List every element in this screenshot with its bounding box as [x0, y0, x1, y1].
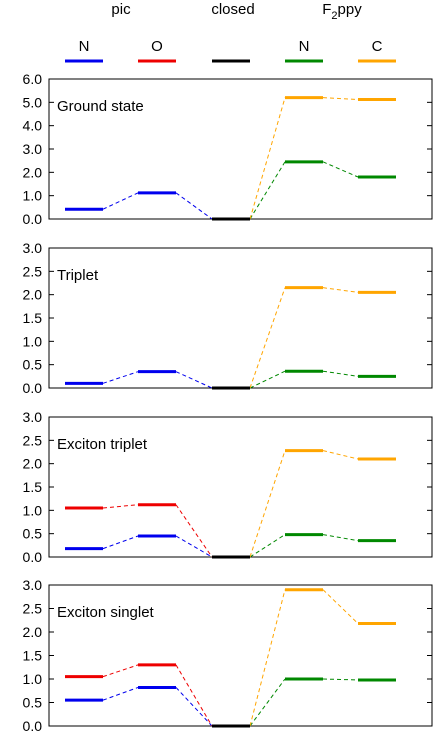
- chart-panel: 0.0 0.5 1.0 1.5 2.0 2.5 3.0 Exciton singlet: [23, 577, 433, 734]
- series-connector: [322, 534, 359, 542]
- y-tick-label: 2.0: [23, 624, 43, 640]
- legend-group-label: pic: [111, 1, 131, 18]
- plot-frame: [48, 247, 433, 389]
- y-tick-label: 3.0: [23, 240, 43, 256]
- legend-group-label: F2ppy: [322, 1, 362, 22]
- y-tick-label: 2.5: [23, 601, 43, 617]
- series-connector: [249, 287, 286, 389]
- y-tick-label: 1.0: [23, 188, 43, 204]
- series-connector: [102, 371, 139, 384]
- series-connector: [249, 161, 286, 220]
- chart-panels: 0.0 1.0 2.0 3.0 4.0 5.0 6.0 Ground state 0.0 0.5 1…: [23, 71, 433, 734]
- series-connector: [102, 664, 139, 678]
- chart-panel: 0.0 0.5 1.0 1.5 2.0 2.5 3.0 Exciton triplet: [23, 409, 433, 565]
- y-tick-label: 3.0: [23, 409, 43, 425]
- y-tick-label: 1.5: [23, 479, 43, 495]
- series-connector: [175, 504, 213, 558]
- panel-title: Ground state: [57, 98, 144, 115]
- y-tick-label: 6.0: [23, 71, 43, 87]
- y-tick-label: 4.0: [23, 118, 43, 134]
- series-connector: [322, 370, 359, 377]
- y-tick-label: 1.0: [23, 671, 43, 687]
- series-connector: [322, 450, 359, 460]
- y-tick-label: 3.0: [23, 577, 43, 593]
- chart-panel: 0.0 1.0 2.0 3.0 4.0 5.0 6.0 Ground state: [23, 71, 433, 227]
- y-tick-label: 0.0: [23, 718, 43, 734]
- y-tick-label: 1.0: [23, 333, 43, 349]
- series-connector: [102, 686, 139, 701]
- legend-entry-label: O: [151, 38, 163, 55]
- series-connector: [322, 97, 359, 101]
- series-connector: [102, 192, 139, 210]
- series-connector: [322, 678, 359, 681]
- legend-group-label: closed: [211, 1, 254, 18]
- y-tick-label: 0.5: [23, 357, 43, 373]
- y-tick-label: 2.5: [23, 432, 43, 448]
- series-connector: [322, 589, 359, 624]
- series-connector: [175, 535, 213, 558]
- series-connector: [322, 161, 359, 178]
- y-tick-label: 1.5: [23, 648, 43, 664]
- y-tick-label: 0.5: [23, 526, 43, 542]
- panel-title: Exciton singlet: [57, 604, 155, 621]
- legend-entry-label: N: [79, 38, 90, 55]
- y-tick-label: 0.0: [23, 549, 43, 565]
- y-tick-label: 1.0: [23, 502, 43, 518]
- y-tick-label: 2.0: [23, 164, 43, 180]
- panel-title: Exciton triplet: [57, 436, 148, 453]
- y-tick-label: 2.0: [23, 456, 43, 472]
- series-connector: [249, 450, 286, 558]
- legend: pic closed F2ppy N O N C: [65, 1, 396, 63]
- y-tick-label: 2.0: [23, 287, 43, 303]
- series-connector: [249, 534, 286, 558]
- series-connector: [175, 371, 213, 389]
- y-tick-label: 5.0: [23, 94, 43, 110]
- series-connector: [249, 678, 286, 727]
- legend-entry-label: C: [372, 38, 383, 55]
- series-connector: [175, 192, 213, 220]
- y-tick-label: 0.0: [23, 380, 43, 396]
- series-connector: [102, 504, 139, 509]
- series-connector: [102, 535, 139, 550]
- series-connector: [175, 664, 213, 727]
- series-connector: [249, 97, 286, 220]
- y-tick-label: 2.5: [23, 263, 43, 279]
- panel-title: Triplet: [57, 267, 99, 284]
- series-connector: [322, 287, 359, 293]
- y-tick-label: 0.5: [23, 695, 43, 711]
- series-connector: [249, 589, 286, 727]
- legend-entry-label: N: [299, 38, 310, 55]
- y-tick-label: 3.0: [23, 141, 43, 157]
- series-connector: [175, 687, 213, 727]
- y-tick-label: 1.5: [23, 310, 43, 326]
- y-tick-label: 0.0: [23, 211, 43, 227]
- chart-panel: 0.0 0.5 1.0 1.5 2.0 2.5 3.0 Triplet: [23, 240, 433, 396]
